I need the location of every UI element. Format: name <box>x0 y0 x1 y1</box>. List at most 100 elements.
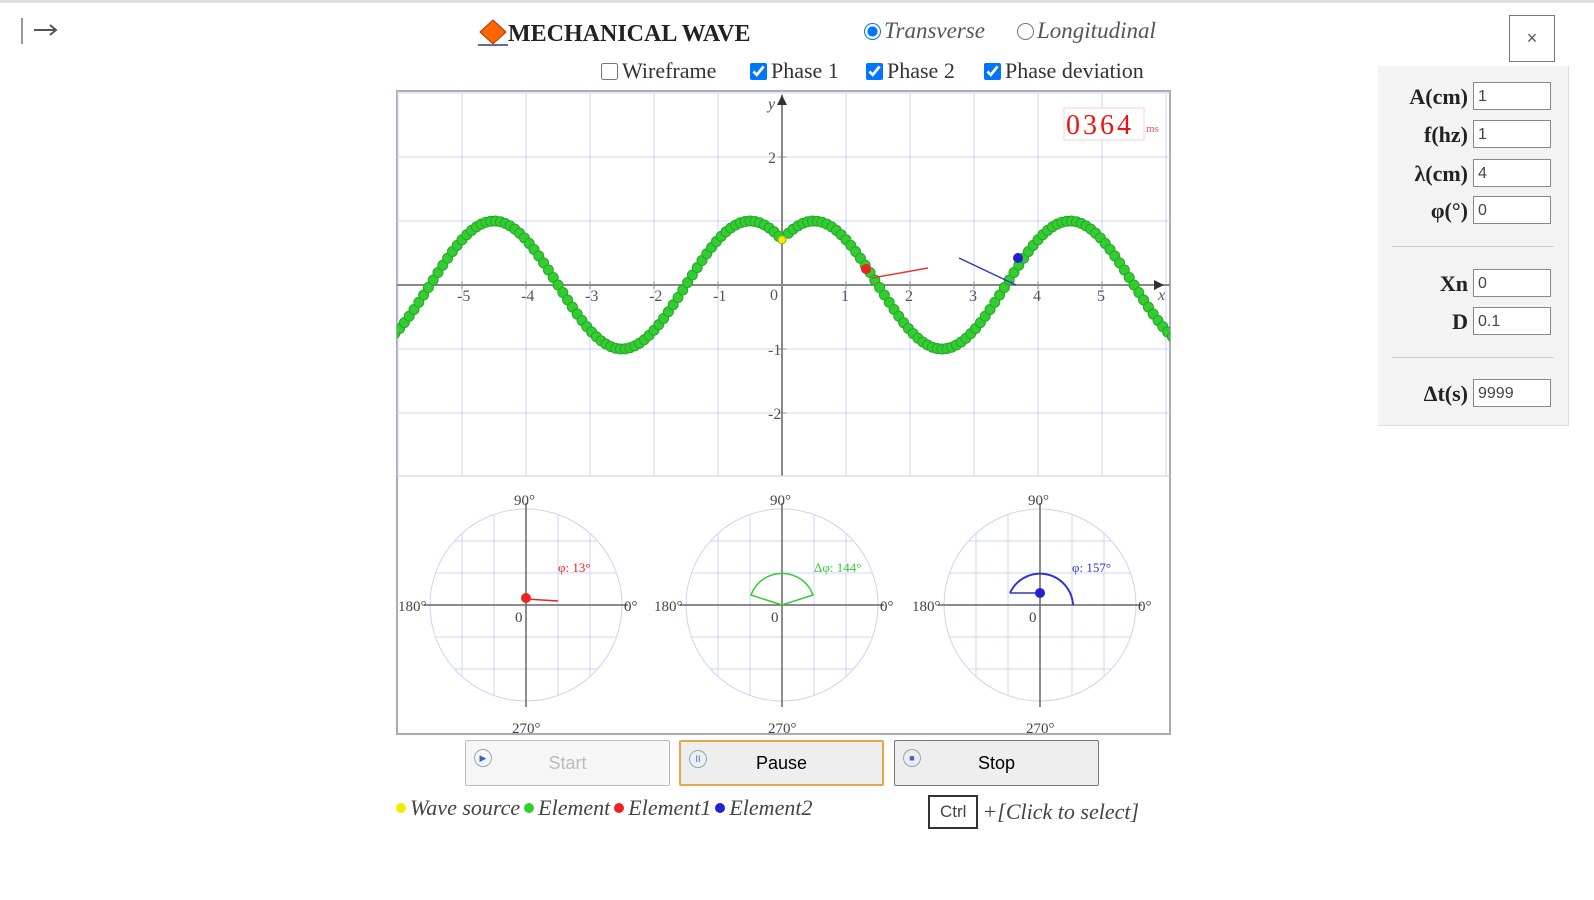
x-axis-label: x <box>1157 287 1165 304</box>
start-button[interactable]: ▶ Start <box>465 740 670 786</box>
pause-button[interactable]: II Pause <box>679 740 884 786</box>
phase-vector <box>525 598 559 602</box>
legend-label: Wave source <box>410 795 521 820</box>
button-icon: ▶ <box>474 749 492 767</box>
separator <box>1392 357 1554 358</box>
legend-swatch <box>524 803 535 813</box>
parameter-row: D 0.1 <box>1378 307 1568 339</box>
top-border <box>0 0 1594 3</box>
parameter-row: Δt(s) 9999 <box>1378 379 1568 411</box>
angle-label: 270° <box>1026 721 1055 735</box>
phase-sector <box>750 572 814 606</box>
phase-annotation: φ: 13° <box>558 560 591 575</box>
logo <box>478 19 508 46</box>
phase-circle: 90° 270° 180° 0° 0 φ: 13° <box>398 493 638 735</box>
parameter-row: f(hz) 1 <box>1378 120 1568 152</box>
y-tick-label: -1 <box>768 342 781 359</box>
x-arrow <box>1154 280 1164 290</box>
angle-label: 90° <box>770 493 791 509</box>
origin-label: 0 <box>515 610 523 626</box>
timer: 0364 <box>1066 110 1134 141</box>
checkbox-label: Phase 1 <box>771 58 839 83</box>
angle-label: 90° <box>1028 493 1049 509</box>
button-label: Pause <box>755 752 808 773</box>
radio-input[interactable] <box>1017 22 1034 40</box>
radio-label: Longitudinal <box>1037 18 1156 43</box>
key-badge: Ctrl <box>928 795 979 829</box>
mode-radio[interactable]: Transverse <box>864 18 985 44</box>
legend-swatch <box>614 803 625 813</box>
legend: Wave source Element Element1 Element2 <box>396 795 812 821</box>
phase-arc <box>1009 572 1074 606</box>
angle-label: 90° <box>514 493 535 509</box>
phase-annotation: φ: 157° <box>1072 560 1111 575</box>
parameter-label: φ(°) <box>1430 198 1468 223</box>
phase-annotation: Δφ: 144° <box>814 560 861 575</box>
element2-vector <box>958 257 1017 286</box>
parameter-input[interactable]: 1 <box>1473 120 1551 148</box>
title-text: MECHANICAL WAVE <box>508 21 751 47</box>
parameter-input[interactable]: 0 <box>1473 196 1551 224</box>
element2[interactable] <box>1013 253 1023 263</box>
parameter-input[interactable]: 0 <box>1473 269 1551 297</box>
parameter-row: Xn 0 <box>1378 269 1568 301</box>
x-tick-label: -4 <box>521 288 534 305</box>
angle-label: 180° <box>912 599 941 615</box>
x-tick-label: 2 <box>905 288 913 305</box>
timer-box <box>1063 107 1145 141</box>
radio-input[interactable] <box>864 22 881 40</box>
y-tick-label: 2 <box>768 150 776 167</box>
legend-label: Element <box>538 795 611 820</box>
angle-label: 180° <box>398 599 427 615</box>
stop-button[interactable]: ■ Stop <box>894 740 1099 786</box>
origin-label: 0 <box>1029 610 1037 626</box>
close-button[interactable]: × <box>1509 15 1555 62</box>
angle-label: 270° <box>512 721 541 735</box>
mode-radio[interactable]: Longitudinal <box>1017 18 1156 44</box>
x-tick-label: 5 <box>1097 288 1105 305</box>
phase-point <box>1035 588 1045 598</box>
parameter-input[interactable]: 0.1 <box>1473 307 1551 335</box>
option-checkbox[interactable]: Phase 1 <box>750 58 839 84</box>
parameter-input[interactable]: 1 <box>1473 82 1551 110</box>
parameter-label: Xn <box>1439 271 1468 296</box>
phase-point <box>521 593 531 603</box>
wave-source[interactable] <box>777 235 787 245</box>
hint: Ctrl +[Click to select] <box>928 795 1139 829</box>
checkbox-input[interactable] <box>984 62 1001 80</box>
legend-label: Element2 <box>729 795 813 820</box>
angle-label: 0° <box>880 599 894 615</box>
separator <box>1392 246 1554 247</box>
simulation-canvas[interactable]: x y 0 -5 -4 -3 -2 -1 1 2 3 4 5 2 -1 -2 0364 ms 90° 27… <box>396 90 1171 735</box>
element1[interactable] <box>861 264 871 274</box>
parameter-row: A(cm) 1 <box>1378 82 1568 114</box>
parameter-panel: A(cm) 1 f(hz) 1 λ(cm) 4 φ(°) 0 Xn 0 D 0.1 Δt(s) 9999 <box>1378 66 1569 426</box>
checkbox-label: Phase deviation <box>1005 58 1144 83</box>
legend-label: Element1 <box>628 795 712 820</box>
button-icon: ■ <box>903 749 921 767</box>
checkbox-input[interactable] <box>750 62 767 80</box>
checkbox-label: Wireframe <box>622 58 717 83</box>
button-label: Stop <box>977 752 1016 773</box>
parameter-row: λ(cm) 4 <box>1378 159 1568 191</box>
origin-label: 0 <box>770 287 778 304</box>
angle-label: 270° <box>768 721 797 735</box>
option-checkbox[interactable]: Wireframe <box>601 58 716 84</box>
origin-label: 0 <box>771 610 779 626</box>
wave-element <box>1166 331 1170 342</box>
sidebar-toggle[interactable] <box>18 16 62 46</box>
x-tick-label: 3 <box>969 288 977 305</box>
button-label: Start <box>548 752 587 773</box>
x-tick-label: 1 <box>841 288 849 305</box>
parameter-input[interactable]: 4 <box>1473 159 1551 187</box>
checkbox-input[interactable] <box>601 62 618 80</box>
option-checkbox[interactable]: Phase 2 <box>866 58 955 84</box>
x-tick-label: -5 <box>457 288 470 305</box>
parameter-input[interactable]: 9999 <box>1473 379 1551 407</box>
x-tick-label: 4 <box>1033 288 1041 305</box>
app-title: MECHANICAL WAVE <box>478 18 751 48</box>
option-checkbox[interactable]: Phase deviation <box>984 58 1144 84</box>
parameter-label: D <box>1452 309 1468 334</box>
checkbox-input[interactable] <box>866 62 883 80</box>
